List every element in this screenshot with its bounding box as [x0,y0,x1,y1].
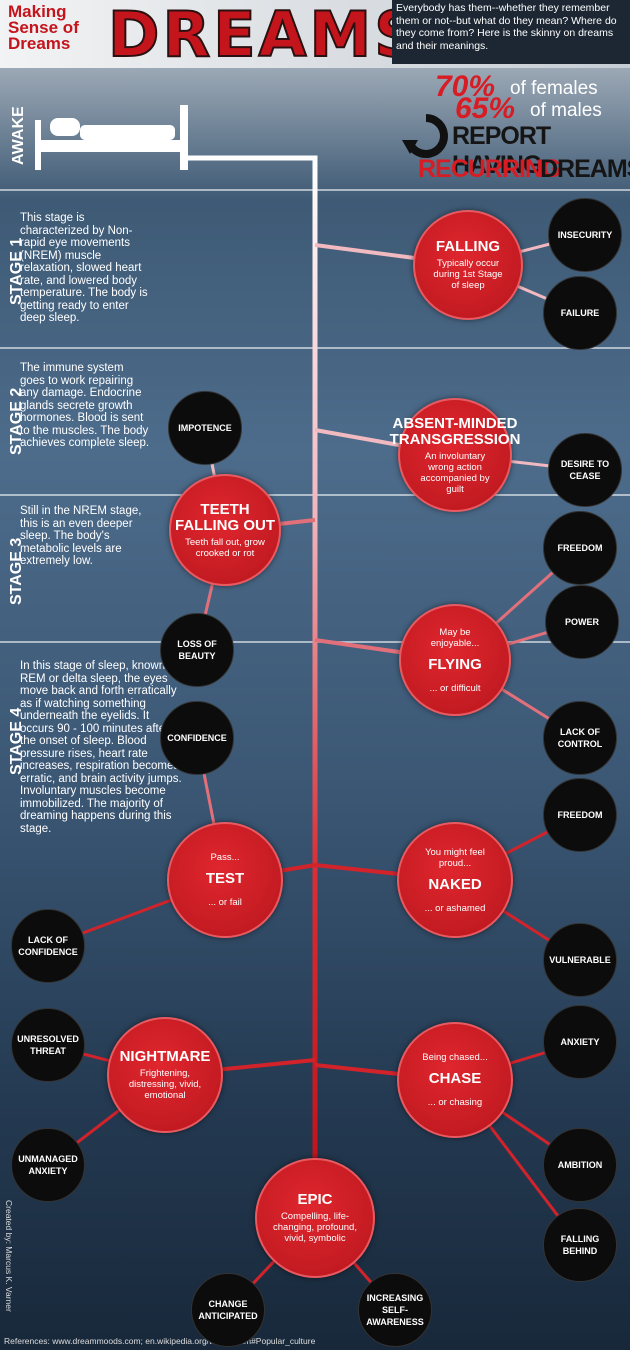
dream-circle: Pass... TEST ... or fail [167,822,283,938]
meaning-circle: FREEDOM [543,511,617,585]
intro: Everybody has them--whether they remembe… [392,0,630,64]
bed-icon [35,105,188,170]
dream-circle: EPIC Compelling, life-changing, profound,… [255,1158,375,1278]
meaning-circle: INSECURITY [548,198,622,272]
stage-description: In this stage of sleep, known as REM or … [20,660,182,835]
dream-circle: You might feel proud... NAKED ... or asham… [397,822,513,938]
references: References: www.dreammoods.com; en.wikip… [4,1336,316,1346]
dream-title: TEETH FALLING OUT [175,500,275,534]
females-pct: 70% [435,70,496,103]
dream-description: Frightening, distressing, vivid, emotion… [128,1068,202,1101]
sleep-trunk [185,155,318,1165]
dream-description: Typically occur during 1st Stage of slee… [433,258,503,291]
dream-description: Teeth fall out, grow crooked or rot [185,536,265,559]
big-title: DREAMS [107,0,422,72]
meaning-circle: CHANGE ANTICIPATED [191,1273,265,1347]
meaning-circle: UNRESOLVED THREAT [11,1008,85,1082]
meaning-circle: UNMANAGED ANXIETY [11,1128,85,1202]
meaning-circle: FALLING BEHIND [543,1208,617,1282]
meaning-circle: LACK OF CONFIDENCE [11,909,85,983]
dream-circle: NIGHTMARE Frightening, distressing, vivid… [107,1017,223,1133]
meaning-circle: CONFIDENCE [160,701,234,775]
dream-circle: FALLING Typically occur during 1st Stage … [413,210,523,320]
dream-title: FALLING [435,238,501,255]
meaning-circle: VULNERABLE [543,923,617,997]
dream-trail: ... or ashamed [424,902,486,914]
females-label: of females [510,78,598,99]
dream-title: CHASE [428,1070,482,1087]
dream-title: ABSENT-MINDED TRANSGRESSION [389,414,521,448]
dream-lead: May be enjoyable... [430,626,480,649]
meaning-circle: ANXIETY [543,1005,617,1079]
males-pct: 65% [455,92,516,125]
stat-line2a: RECURRING [418,155,561,183]
meaning-circle: LOSS OF BEAUTY [160,613,234,687]
meaning-circle: DESIRE TO CEASE [548,433,622,507]
dream-description: An involuntary wrong action accompanied … [420,450,490,495]
stage-description: This stage is characterized by Non-rapid… [20,212,148,324]
dream-title: TEST [205,870,245,887]
dream-lead: Being chased... [422,1052,488,1063]
stage-label: AWAKE [10,106,27,165]
meaning-circle: LACK OF CONTROL [543,701,617,775]
meaning-circle: AMBITION [543,1128,617,1202]
meaning-circle: FREEDOM [543,778,617,852]
meaning-circle: INCREASING SELF-AWARENESS [358,1273,432,1347]
meaning-circle: POWER [545,585,619,659]
dream-trail: ... or chasing [427,1097,483,1108]
dream-description: Compelling, life-changing, profound, viv… [273,1211,357,1244]
dream-title: NIGHTMARE [119,1048,211,1065]
dream-title: NAKED [428,875,482,893]
dream-title: FLYING [428,655,482,673]
dream-trail: ... or fail [208,897,242,908]
credit: Created by: Marcus K. Varner [4,1200,14,1312]
title: Making Sense of Dreams [8,2,79,53]
meaning-circle: IMPOTENCE [168,391,242,465]
meaning-circle: FAILURE [543,276,617,350]
stat-line1: REPORT HAVING [452,122,551,179]
dream-lead: You might feel proud... [425,846,485,869]
males-label: of males [530,100,602,121]
recurring-arrow-icon [402,114,448,158]
stage-description: Still in the NREM stage, this is an even… [20,505,142,567]
dream-lead: Pass... [210,852,240,863]
dream-circle: ABSENT-MINDED TRANSGRESSION An involuntar… [390,398,520,512]
dream-circle: TEETH FALLING OUT Teeth fall out, grow cr… [169,474,281,586]
stat-line2b: DREAMS [540,155,630,183]
stage-description: The immune system goes to work repairing… [20,362,150,449]
dream-circle: Being chased... CHASE ... or chasing [397,1022,513,1138]
dream-trail: ... or difficult [429,682,481,694]
dream-title: EPIC [297,1191,333,1208]
dream-circle: May be enjoyable... FLYING ... or difficul… [399,604,511,716]
